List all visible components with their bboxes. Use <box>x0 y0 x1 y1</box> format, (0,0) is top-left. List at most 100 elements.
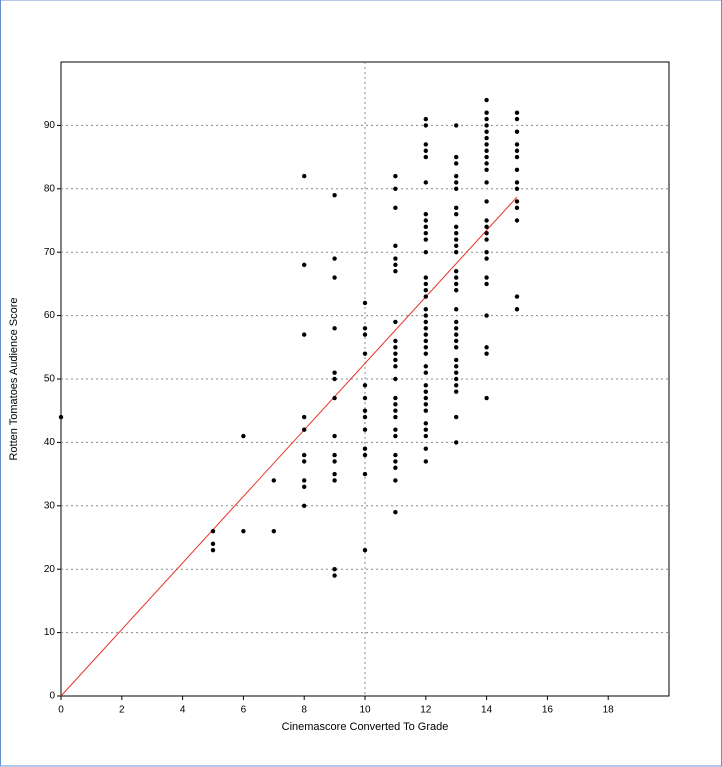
y-tick-label: 30 <box>44 500 56 511</box>
point <box>332 395 337 401</box>
x-tick-label: 4 <box>180 705 186 716</box>
point <box>454 211 459 217</box>
point <box>423 218 428 223</box>
point <box>484 97 489 103</box>
point <box>393 269 398 274</box>
point <box>484 129 489 134</box>
point <box>393 256 398 261</box>
point <box>393 509 398 515</box>
x-tick-label: 0 <box>58 705 64 716</box>
point <box>393 427 398 432</box>
x-axis-label: Cinemascore Converted To Grade <box>282 721 449 733</box>
point <box>454 383 459 388</box>
point <box>514 205 520 211</box>
point <box>423 446 428 451</box>
point <box>484 135 489 141</box>
point <box>484 123 489 128</box>
point <box>393 205 398 211</box>
point <box>484 313 489 318</box>
point <box>302 459 307 464</box>
point <box>514 148 520 153</box>
point <box>393 376 398 382</box>
point <box>362 395 368 401</box>
point <box>454 440 459 445</box>
point <box>484 199 489 204</box>
point <box>241 528 246 534</box>
x-tick-label: 8 <box>301 705 307 716</box>
point <box>362 414 368 420</box>
x-tick-label: 18 <box>603 705 615 716</box>
y-tick-label: 60 <box>44 310 56 321</box>
point <box>393 402 398 407</box>
point <box>454 288 459 293</box>
point <box>423 307 428 312</box>
point <box>484 230 489 236</box>
point <box>393 319 398 325</box>
point <box>332 573 337 578</box>
point <box>423 313 428 318</box>
point <box>393 338 398 344</box>
point <box>393 345 398 350</box>
point <box>484 224 489 230</box>
point <box>393 452 398 458</box>
point <box>484 395 489 401</box>
y-tick-label: 50 <box>44 374 56 385</box>
point <box>423 326 428 331</box>
point <box>423 421 428 426</box>
point <box>362 383 368 388</box>
point <box>514 116 520 122</box>
point <box>484 161 489 166</box>
x-tick-label: 16 <box>542 705 554 716</box>
point <box>423 275 428 280</box>
point <box>454 281 459 287</box>
point <box>302 452 307 458</box>
point <box>423 338 428 344</box>
point <box>393 243 398 249</box>
point <box>423 459 428 464</box>
point <box>484 345 489 350</box>
point <box>454 319 459 325</box>
point <box>302 332 307 337</box>
point <box>362 332 368 337</box>
point <box>454 370 459 375</box>
x-tick-label: 10 <box>359 705 371 716</box>
point <box>454 376 459 382</box>
point <box>484 250 489 255</box>
point <box>454 154 459 160</box>
point <box>484 167 489 172</box>
y-tick-label: 80 <box>44 183 56 194</box>
point <box>302 414 307 420</box>
point <box>393 465 398 470</box>
point <box>423 250 428 255</box>
point <box>423 319 428 325</box>
point <box>302 262 307 268</box>
point <box>514 110 520 115</box>
point <box>423 433 428 439</box>
point <box>423 364 428 369</box>
point <box>423 383 428 388</box>
point <box>332 478 337 483</box>
point <box>423 224 428 230</box>
y-tick-label: 0 <box>49 691 55 702</box>
point <box>423 408 428 413</box>
point <box>362 300 368 306</box>
point <box>393 478 398 483</box>
point <box>514 186 520 191</box>
point <box>454 205 459 211</box>
point <box>332 452 337 458</box>
x-tick-label: 14 <box>481 705 493 716</box>
y-tick-label: 70 <box>44 247 56 258</box>
point <box>423 237 428 242</box>
point <box>454 364 459 369</box>
point <box>423 230 428 236</box>
point <box>423 294 428 299</box>
point <box>454 180 459 185</box>
point <box>302 427 307 432</box>
point <box>423 395 428 401</box>
point <box>362 326 368 331</box>
point <box>210 528 216 534</box>
point <box>393 364 398 369</box>
point <box>393 186 398 191</box>
point <box>514 129 520 134</box>
point <box>423 142 428 147</box>
